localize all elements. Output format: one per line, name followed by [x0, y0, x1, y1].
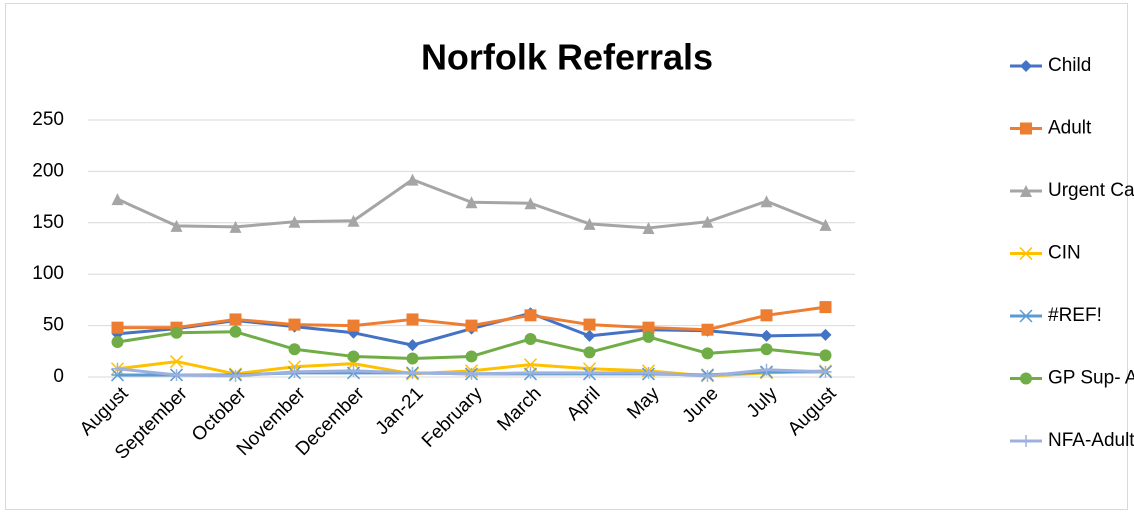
- data-point: [465, 350, 478, 363]
- data-point: [760, 309, 773, 322]
- data-point: [170, 368, 183, 381]
- data-point: [819, 218, 832, 231]
- chart-title: Norfolk Referrals: [421, 37, 713, 78]
- data-point: [524, 332, 537, 345]
- data-point: [642, 321, 655, 334]
- data-point: [583, 217, 596, 230]
- data-point: [465, 367, 478, 380]
- data-point: [347, 214, 360, 227]
- data-point: [288, 343, 301, 356]
- data-point: [760, 329, 773, 342]
- legend-label: Urgent Care: [1048, 180, 1134, 201]
- legend-marker: [1020, 372, 1032, 385]
- data-point: [111, 193, 124, 206]
- data-point: [760, 195, 773, 208]
- data-point: [406, 339, 419, 352]
- data-point: [347, 319, 360, 332]
- y-tick-label: 200: [32, 160, 64, 181]
- legend-label: CIN: [1048, 243, 1081, 264]
- legend-label: Child: [1048, 55, 1091, 76]
- data-point: [288, 318, 301, 331]
- legend-label: NFA-Adult: [1048, 430, 1134, 451]
- y-tick-label: 100: [32, 263, 64, 284]
- data-point: [524, 366, 537, 379]
- y-tick-label: 0: [53, 366, 64, 387]
- data-point: [111, 336, 124, 349]
- legend-marker: [1020, 435, 1032, 447]
- data-point: [288, 215, 301, 228]
- data-point: [406, 173, 419, 186]
- data-point: [111, 362, 124, 375]
- data-point: [642, 366, 655, 379]
- legend-marker: [1020, 60, 1032, 72]
- data-point: [701, 215, 714, 228]
- data-point: [465, 319, 478, 332]
- legend-marker: [1019, 246, 1033, 261]
- data-point: [229, 369, 242, 382]
- legend-label: Adult: [1048, 118, 1092, 139]
- data-point: [169, 355, 184, 369]
- data-point: [701, 323, 714, 336]
- data-point: [170, 326, 183, 339]
- data-point: [170, 219, 183, 232]
- data-point: [760, 343, 773, 356]
- data-point: [642, 221, 655, 234]
- legend-marker: [1020, 185, 1032, 197]
- data-point: [701, 347, 714, 360]
- data-point: [583, 346, 596, 359]
- y-tick-label: 150: [32, 212, 64, 233]
- data-point: [229, 313, 242, 326]
- y-tick-label: 50: [43, 315, 64, 336]
- data-point: [523, 358, 538, 372]
- data-point: [642, 330, 655, 343]
- data-point: [406, 352, 419, 365]
- legend-label: GP Sup- Adult: [1048, 368, 1134, 389]
- data-point: [110, 368, 125, 382]
- data-point: [465, 196, 478, 209]
- data-point: [583, 329, 596, 342]
- data-point: [583, 318, 596, 331]
- data-point: [229, 220, 242, 233]
- data-point: [347, 350, 360, 363]
- data-point: [406, 313, 419, 326]
- legend-label: #REF!: [1048, 305, 1102, 326]
- data-point: [819, 349, 832, 362]
- data-point: [111, 321, 124, 334]
- legend-marker: [1019, 309, 1033, 323]
- chart-border: [5, 3, 1128, 510]
- legend-marker: [1020, 122, 1032, 135]
- data-point: [229, 325, 242, 338]
- data-point: [819, 301, 832, 314]
- data-point: [406, 366, 419, 379]
- data-point: [524, 197, 537, 210]
- data-point: [760, 363, 773, 376]
- data-point: [819, 328, 832, 341]
- y-tick-label: 250: [32, 109, 64, 130]
- data-point: [524, 309, 537, 322]
- data-point: [819, 365, 832, 378]
- data-point: [583, 366, 596, 379]
- data-point: [347, 364, 360, 377]
- data-point: [701, 369, 714, 382]
- data-point: [288, 365, 301, 378]
